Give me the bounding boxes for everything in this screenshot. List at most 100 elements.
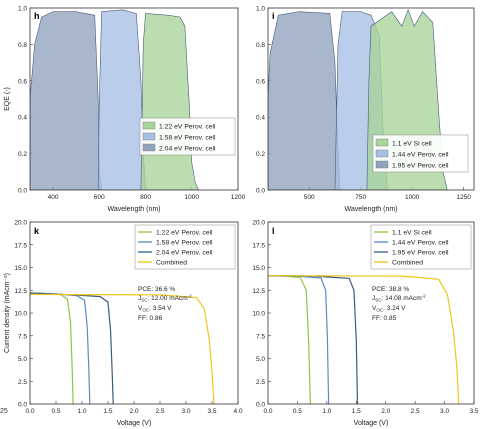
panel-h-xtick-label: 600 [94, 194, 105, 201]
panel-h-series-1-58-ev-perov-cell [97, 9, 146, 190]
panel-k-pce: PCE: 36.6 % [138, 286, 175, 293]
panel-h-legend-swatch [142, 132, 156, 141]
panel-h-legend: 1.22 eV Perov. cell 1.58 eV Perov. cell 2.… [139, 117, 236, 156]
panel-l-frame [267, 221, 475, 405]
panel-l-ytick-label: 17.5 [252, 242, 265, 249]
panel-i-frame [267, 7, 475, 191]
panel-l-legend: 1.1 eV Si cell 1.44 eV Perov. cell 1.95 eV… [370, 224, 472, 270]
panel-l-ytick-label: 15.0 [252, 265, 265, 272]
panel-l-xtick-label: 3.0 [440, 408, 449, 415]
panel-l-xlabel: Voltage (V) [354, 420, 389, 427]
panel-l-series-1-95-ev-perov-cell [268, 275, 359, 404]
panel-h-letter: h [34, 11, 40, 21]
panel-k-xtick-label: 2.5 [155, 408, 164, 415]
panel-i: 0.0 0.2 0.4 0.6 0.8 1.0 500 750 1000 1250 1.1 eV S… [256, 6, 475, 213]
panel-l-xtick-label: 1.5 [352, 408, 361, 415]
panel-h-ytick-label: 0.8 [18, 42, 27, 49]
panel-k-xtick-label: 0.0 [25, 408, 34, 415]
panel-i-series-1-95-ev-perov-cell [268, 11, 341, 190]
panel-k-xtick-label: 4.0 [233, 408, 242, 415]
panel-i-ytick-label: 0.4 [256, 115, 265, 122]
panel-k-annotation: PCE: 36.6 % JSC: 12.00 mAcm-2 VOC: 3.54 … [138, 286, 192, 322]
panel-l-series-1-1-ev-si-cell [268, 275, 311, 404]
panel-l-ytick-label: 2.5 [256, 379, 265, 386]
panel-i-legend-label: 1.44 eV Perov. cell [392, 152, 449, 159]
panel-i-legend-swatch [375, 160, 389, 169]
panel-i-legend-box [372, 134, 469, 173]
panel-k-legend-label: Combined [156, 260, 187, 267]
panel-i-xtick-label: 500 [304, 194, 315, 201]
panel-k-ytick-label: 2.5 [18, 379, 27, 386]
panel-h-xtick-label: 1200 [231, 194, 246, 201]
panel-h-ytick-label: 0.2 [18, 151, 27, 158]
panel-k-ytick-label: 7.5 [18, 333, 27, 340]
panel-i-xtick-label: 1000 [405, 194, 420, 201]
panel-k-series-combined [30, 293, 215, 404]
panel-k: 0.0 2.5 5.0 7.5 10.0 12.5 15.0 17.5 20.0 0.0 0.5 1.… [4, 220, 243, 428]
panel-h-legend-label: 2.04 eV Perov. cell [159, 146, 216, 153]
panel-l-legend-label: 1.1 eV Si cell [392, 230, 432, 237]
panel-l-ytick-label: 7.5 [256, 333, 265, 340]
panel-l-ytick-label: 10.0 [252, 311, 265, 318]
panel-h-plot: 0.0 0.2 0.4 0.6 0.8 1.0 400 600 800 1000 1200 1.22 … [18, 6, 246, 202]
panel-k-xtick-label: 1.5 [103, 408, 112, 415]
panel-l-xtick-label: 2.5 [411, 408, 420, 415]
panel-k-xtick-label: 2.0 [129, 408, 138, 415]
panel-h-ylabel: EQE (-) [4, 87, 11, 111]
panel-k-frame [29, 221, 239, 405]
panel-i-xlabel: Wavelength (nm) [344, 206, 397, 213]
panel-k-plot: 0.0 2.5 5.0 7.5 10.0 12.5 15.0 17.5 20.0 0.0 0.5 1.… [14, 220, 243, 416]
panel-k-ytick-label: 10.0 [14, 311, 27, 318]
panel-l-xtick-label: 3.5 [469, 408, 478, 415]
panel-l-plot: 0.0 2.5 5.0 7.5 10.0 12.5 15.0 17.5 20.0 0.0 0.5 1.… [252, 220, 479, 416]
panel-i-ytick-label: 1.0 [256, 6, 265, 13]
panel-h-ytick-label: 1.0 [18, 6, 27, 13]
panel-i-legend-swatch [375, 138, 389, 147]
panel-h-ytick-label: 0.0 [18, 188, 27, 195]
panel-i-ytick-label: 0.6 [256, 78, 265, 85]
panel-h-legend-swatch [142, 121, 156, 130]
panel-k-xtick-label: 0.5 [51, 408, 60, 415]
panel-i-ytick-label: 0.8 [256, 42, 265, 49]
panel-k-letter: k [34, 226, 40, 236]
panel-l-ytick-label: 5.0 [256, 356, 265, 363]
panel-h-legend-label: 1.58 eV Perov. cell [159, 135, 216, 142]
panel-l-ytick-label: 0.0 [256, 402, 265, 409]
panel-h-legend-label: 1.22 eV Perov. cell [159, 124, 216, 131]
panel-k-xtick-label: 3.0 [181, 408, 190, 415]
panel-i-legend-label: 1.95 eV Perov. cell [392, 163, 449, 170]
panel-l-legend-label: Combined [392, 260, 423, 267]
panel-k-series-1-58-ev-perov-cell [30, 292, 91, 404]
panel-l-series-combined [268, 275, 460, 404]
panel-k-ytick-label: 5.0 [18, 356, 27, 363]
panel-h-xtick-label: 400 [48, 194, 59, 201]
panel-i-legend: 1.1 eV Si cell 1.44 eV Perov. cell 1.95 eV… [372, 134, 469, 173]
panel-l-pce: PCE: 38.8 % [372, 286, 409, 293]
panel-l-legend-label: 1.44 eV Perov. cell [392, 240, 449, 247]
panel-l-voc: VOC: 3.24 V [372, 305, 406, 313]
panel-h-series-2-04-ev-perov-cell [30, 11, 102, 190]
panel-k-series-1-22-ev-perov-cell [30, 292, 74, 404]
panel-l-letter: l [272, 226, 275, 236]
panel-i-xtick-label: 750 [355, 194, 366, 201]
panel-k-jsc: JSC: 12.00 mAcm-2 [138, 294, 192, 303]
panel-i-legend-swatch [375, 149, 389, 158]
panel-k-ytick-label: 17.5 [14, 242, 27, 249]
panel-k-legend-label: 1.22 eV Perov. cell [156, 230, 213, 237]
panel-i-plot: 0.0 0.2 0.4 0.6 0.8 1.0 500 750 1000 1250 1.1 eV S… [256, 6, 471, 202]
panel-i-xtick-label: 1250 [456, 194, 471, 201]
panel-l-series-1-44-ev-perov-cell [268, 275, 330, 404]
panel-l: 0.0 2.5 5.0 7.5 10.0 12.5 15.0 17.5 20.0 0.0 0.5 1.… [252, 220, 479, 428]
panel-h-ytick-label: 0.4 [18, 115, 27, 122]
panel-l-xtick-label: 2.0 [381, 408, 390, 415]
cropped-tick-label: 25 [0, 408, 8, 415]
panel-k-ylabel: Current density (mAcm⁻²) [4, 273, 11, 353]
panel-k-xtick-label: 3.5 [207, 408, 216, 415]
panel-h-ytick-label: 0.6 [18, 78, 27, 85]
panel-l-xtick-label: 1.0 [322, 408, 331, 415]
panel-h: 0.0 0.2 0.4 0.6 0.8 1.0 400 600 800 1000 1200 1.22 … [4, 6, 246, 214]
panel-k-ytick-label: 0.0 [18, 402, 27, 409]
panel-k-legend-label: 2.04 eV Perov. cell [156, 250, 213, 257]
panel-h-frame [29, 7, 239, 191]
